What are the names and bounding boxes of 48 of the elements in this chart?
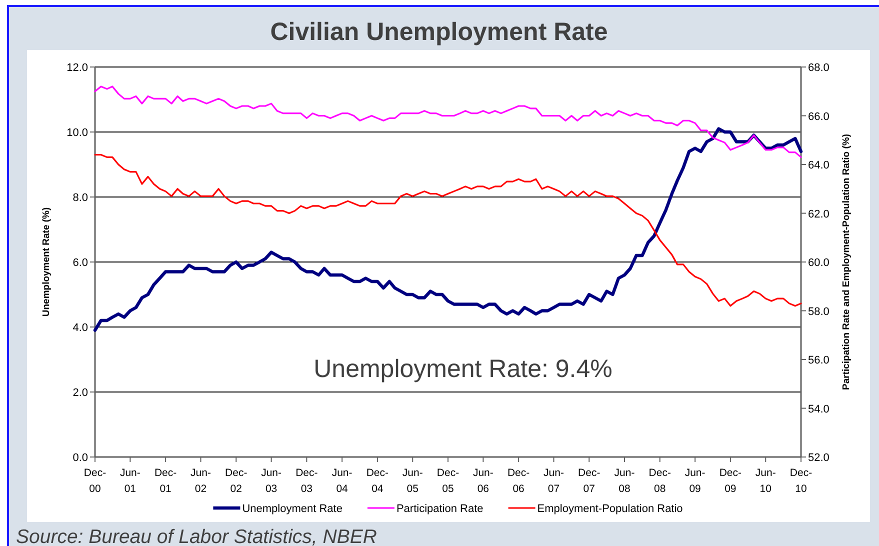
annotation: Unemployment Rate: 9.4% (314, 355, 612, 383)
y2-axis-title: Participation Rate and Employment-Population Ratio (%) (841, 134, 852, 390)
x-tick-label: Dec-02 (225, 467, 248, 495)
x-tick-label: Dec-10 (790, 467, 813, 495)
legend-label: Participation Rate (396, 503, 484, 515)
line-series (93, 127, 803, 332)
line-series (94, 86, 802, 158)
x-tick-label: Jun-05 (402, 467, 424, 495)
x-tick-label: Dec-04 (366, 467, 390, 495)
y2-tick-label: 60.0 (808, 257, 830, 269)
y-tick-label: 10.0 (66, 127, 88, 139)
x-tick-label: Dec-06 (507, 467, 530, 495)
x-tick-label: Jun-10 (755, 467, 776, 495)
x-tick-label: Dec-00 (84, 467, 107, 495)
y2-tick-label: 58.0 (808, 306, 830, 318)
source-note: Source: Bureau of Labor Statistics, NBER (16, 526, 377, 546)
y2-tick-label: 66.0 (808, 110, 830, 123)
x-tick-label: Jun-01 (120, 467, 141, 495)
y2-tick-label: 52.0 (808, 452, 830, 464)
y2-tick-label: 64.0 (808, 160, 830, 172)
y-tick-label: 4.0 (72, 322, 88, 334)
y2-tick-label: 62.0 (808, 208, 830, 220)
x-tick-label: Dec-07 (578, 467, 601, 495)
x-tick-label: Dec-03 (296, 467, 318, 495)
x-tick-label: Jun-06 (472, 467, 494, 495)
x-tick-label: Jun-03 (261, 467, 282, 495)
y-tick-label: 12.0 (66, 62, 88, 74)
y-tick-label: 8.0 (72, 192, 88, 204)
x-tick-label: Dec-08 (648, 467, 672, 495)
x-tick-label: Jun-07 (544, 467, 564, 495)
x-tick-label: Dec-09 (719, 467, 742, 495)
x-tick-label: Jun-09 (684, 467, 706, 495)
x-tick-label: Dec-01 (154, 467, 178, 495)
y2-tick-label: 56.0 (808, 354, 830, 366)
y-tick-label: 0.0 (72, 452, 88, 464)
y2-tick-label: 68.0 (808, 62, 830, 74)
legend-label: Unemployment Rate (242, 503, 342, 515)
y2-tick-label: 54.0 (808, 403, 830, 416)
line-series (94, 154, 802, 307)
x-tick-label: Jun-02 (190, 467, 212, 495)
y-tick-label: 2.0 (72, 387, 88, 399)
x-tick-label: Jun-04 (332, 467, 353, 495)
x-tick-label: Dec-05 (436, 467, 460, 495)
chart-title: Civilian Unemployment Rate (270, 18, 608, 46)
y-axis-title: Unemployment Rate (%) (41, 207, 52, 317)
y-tick-label: 6.0 (72, 257, 88, 269)
legend-label: Employment-Population Ratio (537, 503, 683, 515)
x-tick-label: Jun-08 (614, 467, 636, 495)
